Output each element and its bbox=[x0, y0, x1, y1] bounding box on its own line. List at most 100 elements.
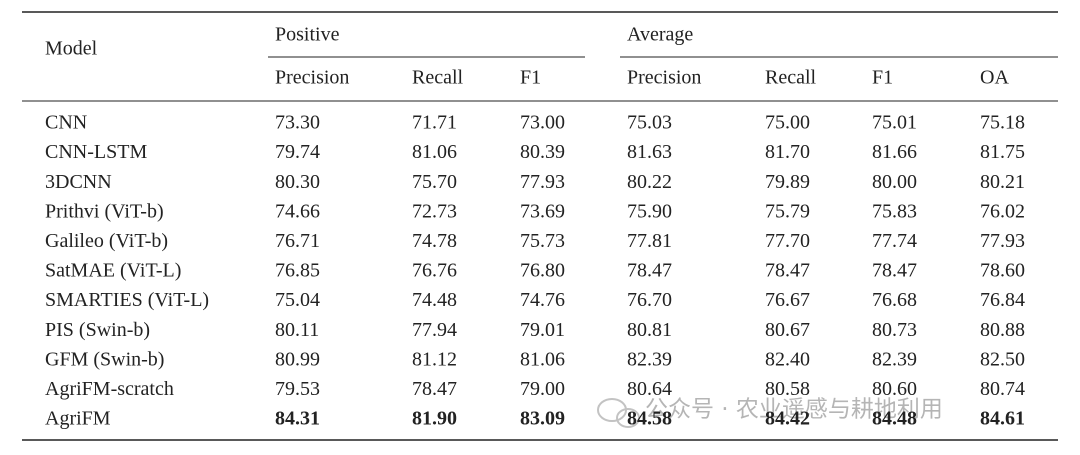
cell: 75.00 bbox=[765, 112, 810, 134]
cell: 78.60 bbox=[980, 260, 1025, 282]
cell: 76.02 bbox=[980, 200, 1025, 222]
group-header: Average bbox=[627, 24, 693, 46]
cell: 78.47 bbox=[872, 260, 917, 282]
column-header: Recall bbox=[765, 67, 817, 89]
cell: 81.12 bbox=[412, 348, 457, 370]
cell: 74.48 bbox=[412, 289, 457, 311]
model-name: Prithvi (ViT-b) bbox=[45, 200, 164, 222]
cell: 73.69 bbox=[520, 200, 565, 222]
column-header: Recall bbox=[412, 67, 464, 89]
column-header: F1 bbox=[520, 67, 541, 89]
watermark: 公众号 · 农业遥感与耕地利用 bbox=[645, 397, 943, 423]
cell: 84.61 bbox=[980, 408, 1025, 430]
cell: 72.73 bbox=[412, 200, 457, 222]
cell: 80.64 bbox=[627, 378, 672, 400]
cell: 71.71 bbox=[412, 112, 457, 134]
cell: 77.81 bbox=[627, 230, 672, 252]
cell: 75.83 bbox=[872, 200, 917, 222]
cell: 79.53 bbox=[275, 378, 320, 400]
cell: 75.73 bbox=[520, 230, 565, 252]
cell: 80.39 bbox=[520, 141, 565, 163]
cell: 80.88 bbox=[980, 319, 1025, 341]
model-name: AgriFM bbox=[45, 408, 111, 430]
cell: 84.42 bbox=[765, 408, 810, 430]
cell: 78.47 bbox=[765, 260, 810, 282]
cell: 75.01 bbox=[872, 112, 917, 134]
cell: 76.68 bbox=[872, 289, 917, 311]
model-name: PIS (Swin-b) bbox=[45, 319, 150, 341]
cell: 76.84 bbox=[980, 289, 1025, 311]
model-name: AgriFM-scratch bbox=[45, 378, 174, 400]
cell: 81.90 bbox=[412, 408, 457, 430]
model-name: SatMAE (ViT-L) bbox=[45, 260, 181, 282]
cell: 76.85 bbox=[275, 260, 320, 282]
cell: 76.80 bbox=[520, 260, 565, 282]
cell: 75.04 bbox=[275, 289, 320, 311]
cell: 84.58 bbox=[627, 408, 672, 430]
cell: 76.67 bbox=[765, 289, 810, 311]
cell: 74.66 bbox=[275, 200, 320, 222]
model-name: CNN-LSTM bbox=[45, 141, 147, 163]
cell: 82.40 bbox=[765, 348, 810, 370]
group-header: Positive bbox=[275, 24, 340, 46]
cell: 80.74 bbox=[980, 378, 1025, 400]
model-name: GFM (Swin-b) bbox=[45, 348, 164, 370]
cell: 80.73 bbox=[872, 319, 917, 341]
cell: 74.78 bbox=[412, 230, 457, 252]
cell: 82.50 bbox=[980, 348, 1025, 370]
cell: 73.00 bbox=[520, 112, 565, 134]
column-header: Precision bbox=[275, 67, 349, 89]
cell: 84.48 bbox=[872, 408, 917, 430]
column-header: F1 bbox=[872, 67, 893, 89]
cell: 74.76 bbox=[520, 289, 565, 311]
cell: 80.81 bbox=[627, 319, 672, 341]
cell: 76.76 bbox=[412, 260, 457, 282]
cell: 81.66 bbox=[872, 141, 917, 163]
model-name: SMARTIES (ViT-L) bbox=[45, 289, 209, 311]
cell: 82.39 bbox=[627, 348, 672, 370]
cell: 76.71 bbox=[275, 230, 320, 252]
cell: 79.74 bbox=[275, 141, 320, 163]
cell: 80.11 bbox=[275, 319, 319, 341]
cell: 75.70 bbox=[412, 171, 457, 193]
cell: 73.30 bbox=[275, 112, 320, 134]
model-name: 3DCNN bbox=[45, 171, 112, 193]
cell: 75.79 bbox=[765, 200, 810, 222]
cell: 80.99 bbox=[275, 348, 320, 370]
cell: 80.67 bbox=[765, 319, 810, 341]
cell: 77.74 bbox=[872, 230, 917, 252]
cell: 81.75 bbox=[980, 141, 1025, 163]
cell: 81.70 bbox=[765, 141, 810, 163]
cell: 79.01 bbox=[520, 319, 565, 341]
watermark-icon bbox=[597, 398, 640, 428]
cell: 80.58 bbox=[765, 378, 810, 400]
cell: 75.18 bbox=[980, 112, 1025, 134]
cell: 79.89 bbox=[765, 171, 810, 193]
cell: 78.47 bbox=[412, 378, 457, 400]
cell: 80.30 bbox=[275, 171, 320, 193]
cell: 81.06 bbox=[412, 141, 457, 163]
cell: 83.09 bbox=[520, 408, 565, 430]
column-header: Precision bbox=[627, 67, 701, 89]
cell: 84.31 bbox=[275, 408, 320, 430]
cell: 77.93 bbox=[980, 230, 1025, 252]
model-name: Galileo (ViT-b) bbox=[45, 230, 168, 252]
model-header: Model bbox=[45, 38, 98, 60]
model-name: CNN bbox=[45, 112, 87, 134]
cell: 77.94 bbox=[412, 319, 457, 341]
cell: 81.63 bbox=[627, 141, 672, 163]
cell: 80.60 bbox=[872, 378, 917, 400]
cell: 75.03 bbox=[627, 112, 672, 134]
cell: 79.00 bbox=[520, 378, 565, 400]
cell: 78.47 bbox=[627, 260, 672, 282]
cell: 80.22 bbox=[627, 171, 672, 193]
cell: 81.06 bbox=[520, 348, 565, 370]
column-header: OA bbox=[980, 67, 1009, 89]
cell: 80.00 bbox=[872, 171, 917, 193]
cell: 77.70 bbox=[765, 230, 810, 252]
cell: 77.93 bbox=[520, 171, 565, 193]
cell: 76.70 bbox=[627, 289, 672, 311]
cell: 75.90 bbox=[627, 200, 672, 222]
